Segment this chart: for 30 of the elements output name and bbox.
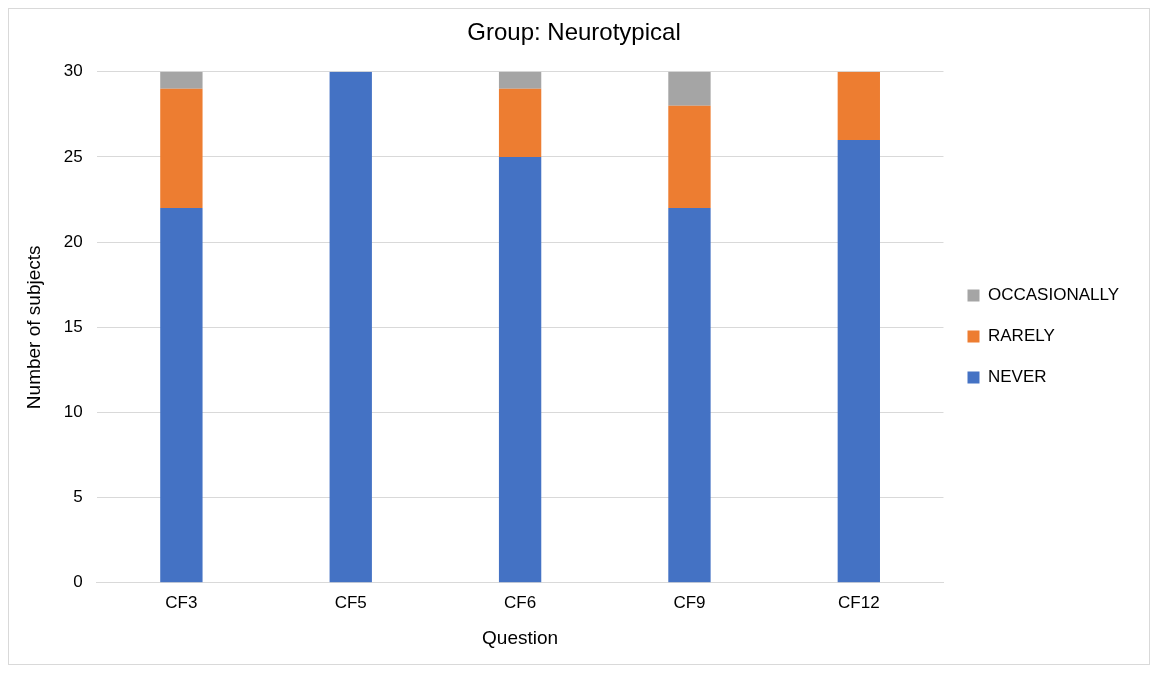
x-tick-label: CF3 bbox=[165, 592, 198, 612]
bar bbox=[837, 71, 880, 140]
y-tick-label: 20 bbox=[63, 231, 83, 251]
bar bbox=[329, 71, 372, 583]
x-tick-label: CF12 bbox=[838, 592, 880, 612]
y-tick-label: 25 bbox=[63, 146, 83, 166]
x-tick-label: CF9 bbox=[673, 592, 706, 612]
x-axis-title: Question bbox=[482, 626, 559, 648]
legend-label: NEVER bbox=[988, 367, 1047, 387]
y-tick-label: 5 bbox=[73, 487, 83, 507]
bar bbox=[498, 156, 542, 583]
bar bbox=[668, 71, 711, 106]
x-tick-label: CF6 bbox=[504, 592, 537, 612]
bar bbox=[160, 208, 203, 583]
chart-title: Group: Neurotypical bbox=[467, 18, 681, 46]
y-axis-title: Number of subjects bbox=[22, 245, 44, 410]
bar bbox=[668, 208, 711, 583]
bar bbox=[498, 71, 542, 89]
bar bbox=[668, 105, 711, 209]
bar bbox=[498, 88, 542, 157]
y-tick-label: 15 bbox=[63, 316, 83, 336]
bar bbox=[837, 139, 880, 583]
y-tick-label: 30 bbox=[63, 61, 83, 81]
y-tick-label: 0 bbox=[73, 572, 83, 592]
legend-label: RARELY bbox=[988, 326, 1055, 346]
bar bbox=[160, 88, 203, 209]
bar bbox=[160, 71, 203, 89]
y-tick-label: 10 bbox=[63, 402, 83, 422]
x-tick-label: CF5 bbox=[334, 592, 367, 612]
legend-label: OCCASIONALLY bbox=[988, 285, 1120, 305]
